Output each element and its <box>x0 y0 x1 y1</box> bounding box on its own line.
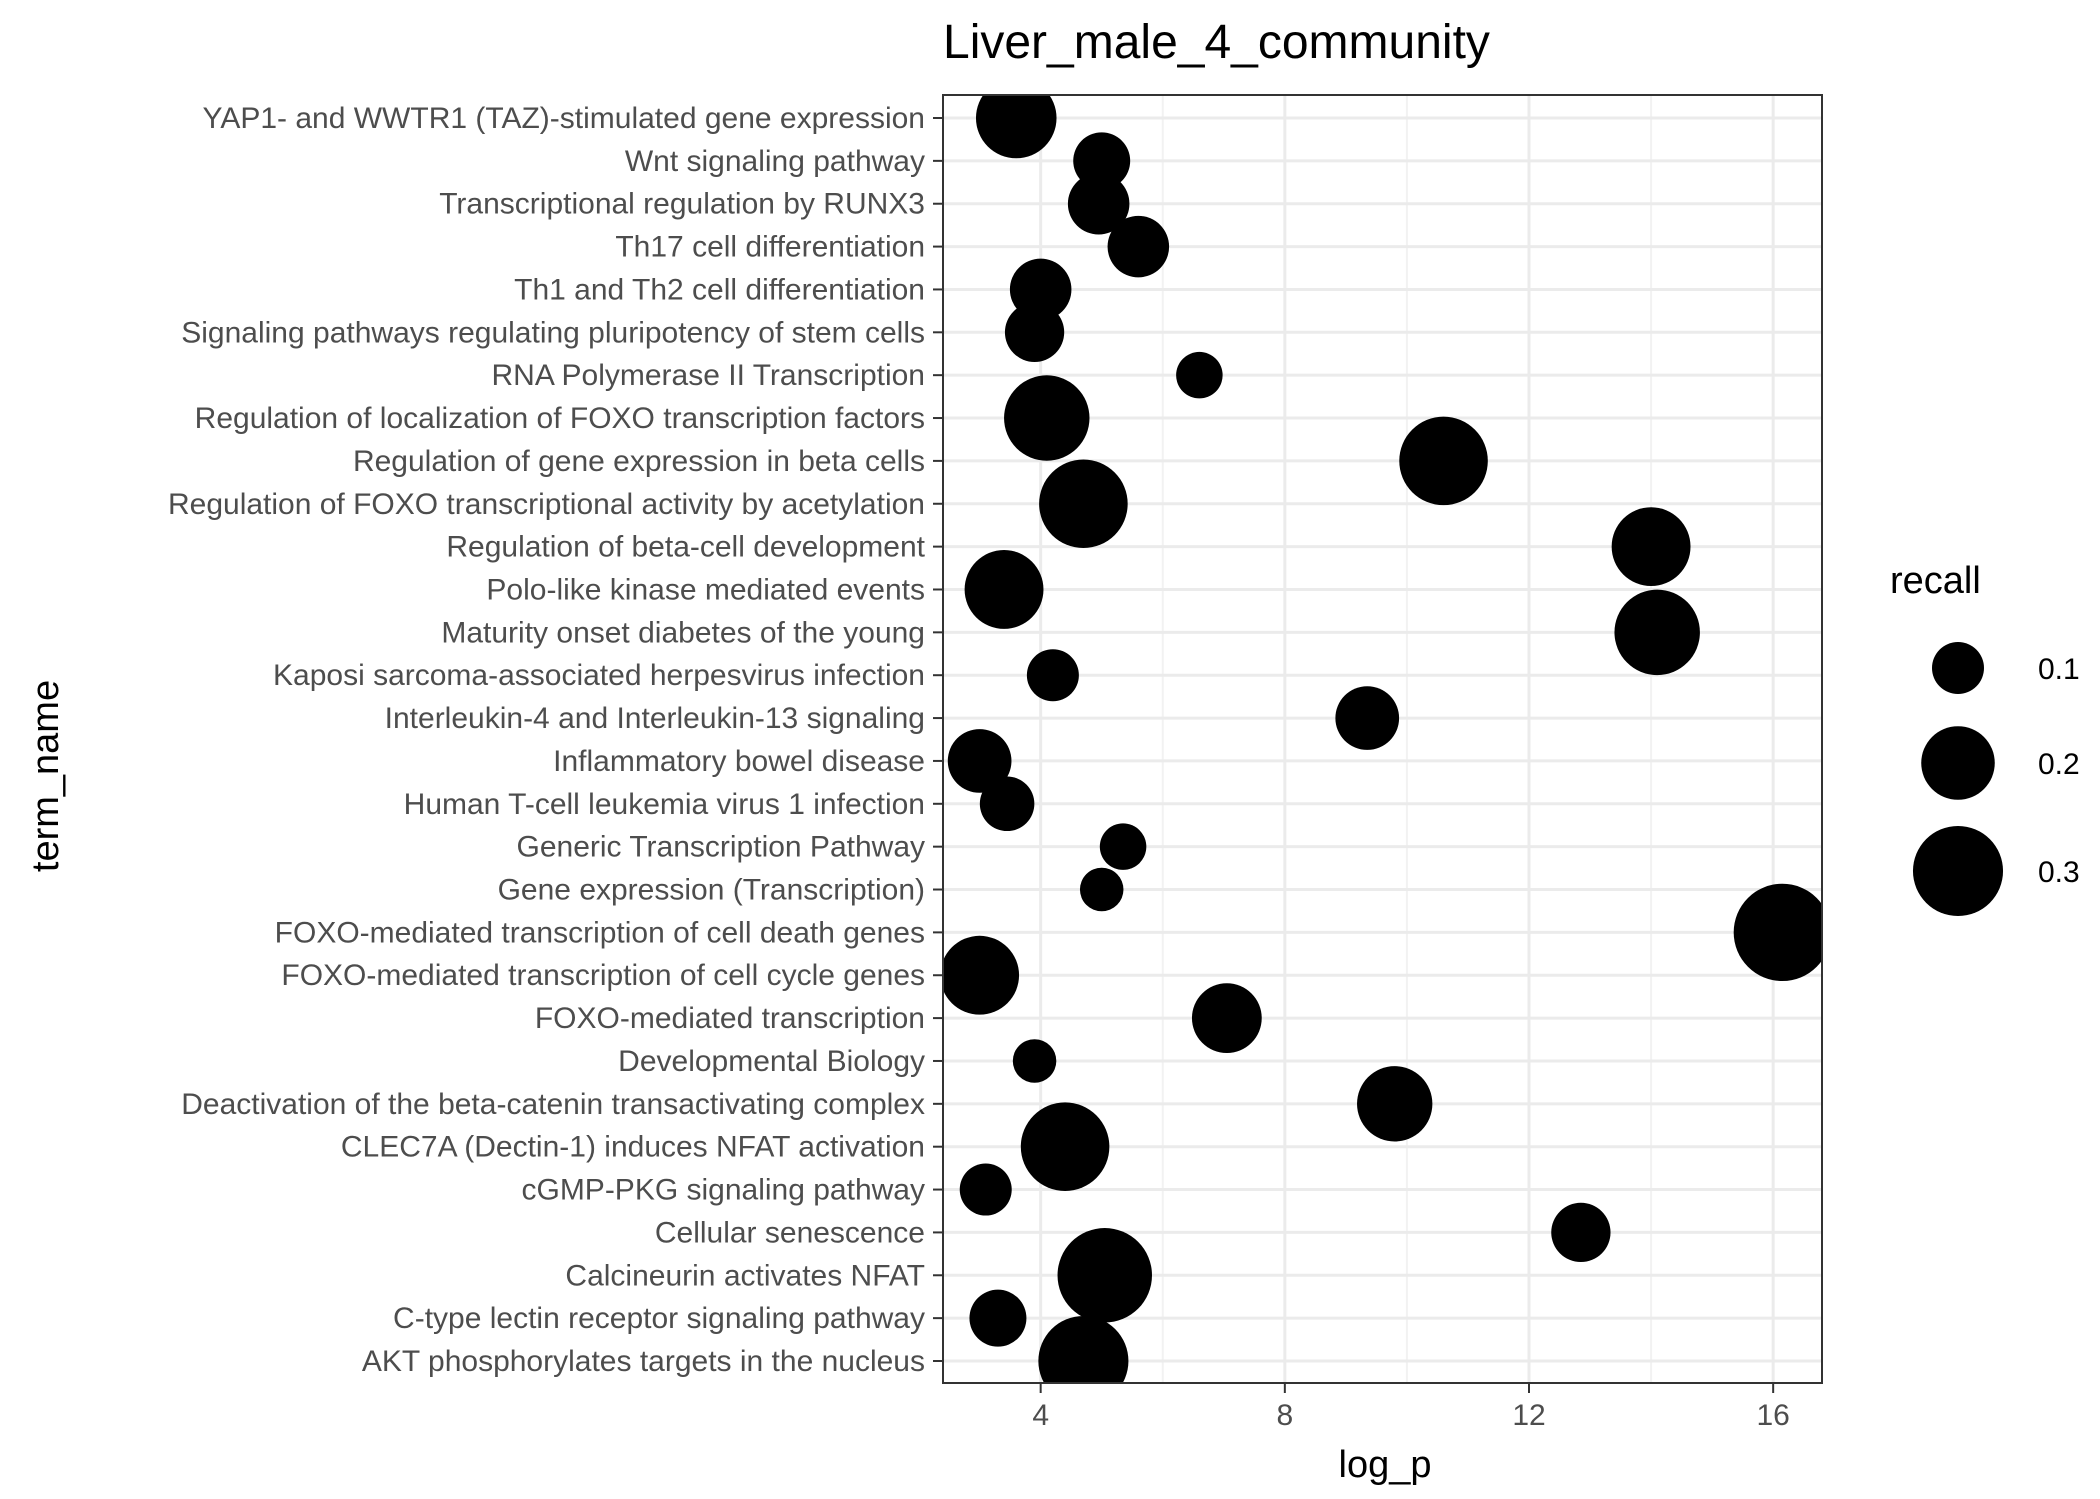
data-point <box>1176 351 1223 399</box>
panel-border <box>942 94 1823 1384</box>
x-tick-label: 16 <box>1756 1399 1789 1432</box>
data-point <box>1039 459 1128 549</box>
data-point <box>1038 1315 1129 1383</box>
y-tick-label: Signaling pathways regulating pluripoten… <box>181 316 925 349</box>
data-point <box>1004 375 1090 461</box>
data-point <box>1357 1066 1433 1142</box>
data-point <box>1191 983 1262 1053</box>
y-tick-label: Human T-cell leukemia virus 1 infection <box>404 788 925 821</box>
data-point <box>1611 507 1691 587</box>
y-tick-label: YAP1- and WWTR1 (TAZ)-stimulated gene ex… <box>203 102 925 135</box>
y-tick-label: AKT phosphorylates targets in the nucleu… <box>362 1345 925 1378</box>
x-tick-label: 8 <box>1276 1399 1293 1432</box>
y-tick-label: Generic Transcription Pathway <box>516 831 925 864</box>
y-tick-label: FOXO-mediated transcription <box>535 1002 925 1035</box>
y-tick-label: Transcriptional regulation by RUNX3 <box>439 188 925 221</box>
data-point <box>959 1163 1012 1216</box>
y-tick-label: Regulation of localization of FOXO trans… <box>195 402 925 435</box>
data-point <box>1079 867 1124 912</box>
y-tick-label: CLEC7A (Dectin-1) induces NFAT activatio… <box>341 1131 925 1164</box>
y-tick-label: RNA Polymerase II Transcription <box>492 359 926 392</box>
y-tick-label: Cellular senescence <box>655 1216 925 1249</box>
y-tick-label: Th17 cell differentiation <box>615 231 925 264</box>
y-tick-label: FOXO-mediated transcription of cell cycl… <box>281 959 925 992</box>
data-point <box>1012 1039 1057 1083</box>
x-axis-ticks: 4 8 12 16 <box>1032 1383 1790 1432</box>
y-tick-label: cGMP-PKG signaling pathway <box>521 1174 925 1207</box>
legend-label: 0.3 <box>2038 856 2080 889</box>
data-point <box>979 776 1035 832</box>
size-legend: recall 0.1 0.2 0.3 <box>1890 560 2080 917</box>
x-tick-label: 12 <box>1512 1399 1545 1432</box>
legend-key <box>1921 726 1995 800</box>
y-tick-label: Regulation of beta-cell development <box>446 531 925 564</box>
data-point <box>975 95 1057 159</box>
legend-key <box>1932 642 1984 694</box>
data-point <box>1057 1228 1152 1323</box>
data-point <box>1020 1102 1110 1191</box>
data-point <box>943 935 1020 1015</box>
data-point <box>1067 172 1130 235</box>
data-point <box>1399 416 1488 506</box>
y-tick-label: C-type lectin receptor signaling pathway <box>393 1302 925 1335</box>
y-tick-label: Calcineurin activates NFAT <box>565 1259 925 1292</box>
y-tick-label: FOXO-mediated transcription of cell deat… <box>275 916 925 949</box>
y-tick-label: Polo-like kinase mediated events <box>486 573 925 606</box>
y-tick-label: Developmental Biology <box>618 1045 925 1078</box>
legend-label: 0.2 <box>2038 748 2080 781</box>
data-point <box>1335 686 1400 750</box>
y-tick-label: Interleukin-4 and Interleukin-13 signali… <box>385 702 925 735</box>
y-tick-label: Th1 and Th2 cell differentiation <box>514 273 925 306</box>
data-point <box>947 729 1012 793</box>
data-point <box>1099 823 1147 870</box>
legend-label: 0.1 <box>2038 653 2080 686</box>
data-point <box>1551 1202 1611 1263</box>
y-tick-label: Kaposi sarcoma-associated herpesvirus in… <box>273 659 925 692</box>
data-point <box>1004 302 1065 362</box>
legend-title: recall <box>1890 560 1981 602</box>
y-tick-label: Regulation of gene expression in beta ce… <box>353 445 925 478</box>
plot-panel <box>942 94 1823 1384</box>
y-tick-label: Regulation of FOXO transcriptional activ… <box>168 488 925 521</box>
x-axis-title: log_p <box>1339 1444 1432 1486</box>
y-tick-label: Inflammatory bowel disease <box>553 745 925 778</box>
y-axis-title: term_name <box>25 680 67 872</box>
y-tick-label: Maturity onset diabetes of the young <box>441 616 925 649</box>
legend-key <box>1912 825 2004 917</box>
data-point <box>1107 215 1170 278</box>
data-point <box>1614 589 1700 676</box>
x-tick-label: 4 <box>1032 1399 1049 1432</box>
y-tick-label: Wnt signaling pathway <box>625 145 925 178</box>
y-tick-label: Deactivation of the beta-catenin transac… <box>181 1088 925 1121</box>
chart-title: Liver_male_4_community <box>943 16 1490 69</box>
y-tick-label: Gene expression (Transcription) <box>498 874 925 907</box>
points-layer <box>943 95 1822 1383</box>
data-point <box>969 1289 1027 1347</box>
data-point <box>1733 883 1822 982</box>
data-point <box>1026 649 1079 702</box>
data-point <box>964 550 1044 629</box>
y-axis-labels: YAP1- and WWTR1 (TAZ)-stimulated gene ex… <box>168 102 943 1378</box>
